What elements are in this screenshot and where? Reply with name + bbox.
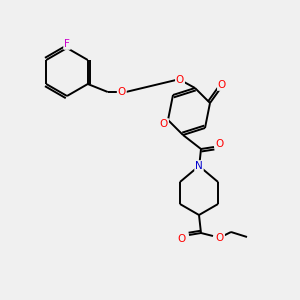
- Text: O: O: [160, 119, 168, 129]
- Text: O: O: [218, 80, 226, 90]
- Text: O: O: [118, 87, 126, 97]
- Text: O: O: [176, 75, 184, 85]
- Text: O: O: [178, 234, 186, 244]
- Text: O: O: [216, 233, 224, 243]
- Text: O: O: [216, 139, 224, 149]
- Text: N: N: [195, 161, 203, 171]
- Text: F: F: [64, 39, 70, 49]
